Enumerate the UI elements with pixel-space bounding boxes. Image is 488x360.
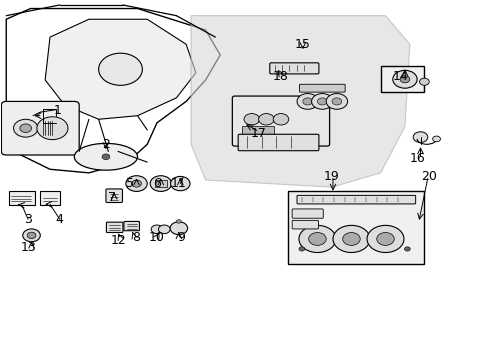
Text: 17: 17 <box>251 127 266 140</box>
Circle shape <box>419 78 428 85</box>
Text: 14: 14 <box>391 70 407 83</box>
Circle shape <box>311 94 332 109</box>
FancyBboxPatch shape <box>287 191 424 264</box>
Text: 2: 2 <box>102 138 110 151</box>
Text: 6: 6 <box>153 177 161 190</box>
Text: 10: 10 <box>149 231 164 244</box>
Circle shape <box>412 132 427 143</box>
Circle shape <box>298 247 304 251</box>
Circle shape <box>151 225 163 234</box>
FancyBboxPatch shape <box>291 220 318 229</box>
Bar <box>9 192 35 205</box>
Circle shape <box>170 176 190 191</box>
Circle shape <box>325 94 347 109</box>
Text: 20: 20 <box>421 170 436 183</box>
Circle shape <box>273 113 288 125</box>
Text: 7: 7 <box>108 192 116 204</box>
Circle shape <box>14 119 38 137</box>
Polygon shape <box>191 16 409 187</box>
Circle shape <box>37 117 68 140</box>
Circle shape <box>342 233 360 246</box>
FancyBboxPatch shape <box>1 102 79 155</box>
Circle shape <box>302 98 312 105</box>
FancyBboxPatch shape <box>299 84 345 92</box>
Text: 8: 8 <box>132 231 140 244</box>
Circle shape <box>244 113 259 125</box>
Bar <box>40 192 60 205</box>
Text: 4: 4 <box>56 213 63 226</box>
FancyBboxPatch shape <box>238 134 318 151</box>
Circle shape <box>20 124 31 132</box>
Circle shape <box>296 94 318 109</box>
Text: 9: 9 <box>177 231 185 244</box>
Circle shape <box>23 229 40 242</box>
FancyBboxPatch shape <box>269 63 318 74</box>
Bar <box>380 66 424 93</box>
Circle shape <box>176 220 181 223</box>
Bar <box>154 180 167 187</box>
Circle shape <box>150 176 171 192</box>
FancyBboxPatch shape <box>123 221 139 231</box>
Circle shape <box>366 225 403 252</box>
Circle shape <box>131 180 141 187</box>
Circle shape <box>404 247 409 251</box>
Circle shape <box>99 53 142 85</box>
Text: 5: 5 <box>126 177 134 190</box>
Circle shape <box>376 233 393 246</box>
Circle shape <box>317 98 326 105</box>
Ellipse shape <box>74 143 137 170</box>
Circle shape <box>102 154 110 159</box>
Circle shape <box>258 113 274 125</box>
Circle shape <box>125 176 147 192</box>
Circle shape <box>158 225 170 234</box>
Text: 3: 3 <box>24 213 32 226</box>
Circle shape <box>332 225 369 252</box>
FancyBboxPatch shape <box>106 189 122 203</box>
Text: 19: 19 <box>324 170 339 183</box>
Circle shape <box>392 70 416 88</box>
Text: 1: 1 <box>53 104 61 117</box>
Text: 15: 15 <box>294 38 310 51</box>
FancyBboxPatch shape <box>106 222 122 233</box>
Circle shape <box>27 232 36 239</box>
Circle shape <box>331 98 341 105</box>
Circle shape <box>399 76 409 83</box>
Text: 13: 13 <box>20 241 36 255</box>
FancyBboxPatch shape <box>291 209 323 218</box>
Circle shape <box>308 233 325 246</box>
Text: 18: 18 <box>272 70 288 83</box>
Text: 16: 16 <box>408 152 424 165</box>
Circle shape <box>298 225 335 252</box>
Circle shape <box>432 136 440 142</box>
Bar <box>242 126 273 135</box>
FancyBboxPatch shape <box>296 195 415 204</box>
FancyBboxPatch shape <box>232 96 329 146</box>
Polygon shape <box>45 19 196 119</box>
Text: 11: 11 <box>171 177 186 190</box>
Circle shape <box>170 222 187 235</box>
Text: 12: 12 <box>110 234 126 247</box>
